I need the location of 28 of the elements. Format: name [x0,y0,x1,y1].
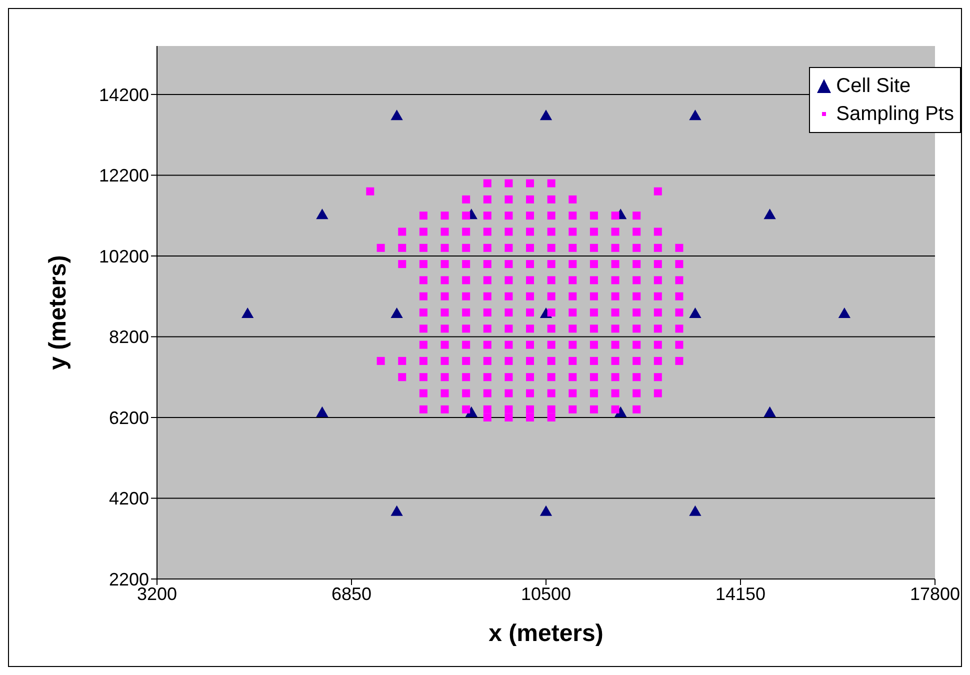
point [764,208,776,220]
point [689,110,702,120]
point [316,406,328,417]
point [689,505,702,516]
y-tick-label: 14200 [98,84,149,105]
y-axis-title: y (meters) [44,255,72,370]
point [390,308,403,318]
point [764,406,776,417]
x-tick-label: 6850 [331,584,372,604]
point [316,208,328,220]
y-tick-label: 6200 [108,408,149,428]
legend-label: Cell Site [836,74,911,99]
y-tick-label: 10200 [98,246,149,266]
y-tick-label: 8200 [108,327,149,348]
point [838,308,850,318]
x-tick-label: 17800 [910,584,960,604]
y-tick-label: 4200 [108,488,149,509]
point [390,505,403,516]
y-tick-label: 12200 [98,166,149,186]
legend-label: Sampling Pts [836,102,954,127]
point [390,110,403,120]
point [242,308,254,318]
point [689,308,702,318]
point [540,110,552,120]
x-axis-title: x (meters) [488,620,604,647]
point [540,505,552,516]
x-tick-label: 10500 [520,584,572,604]
x-tick-label: 14150 [715,584,766,604]
